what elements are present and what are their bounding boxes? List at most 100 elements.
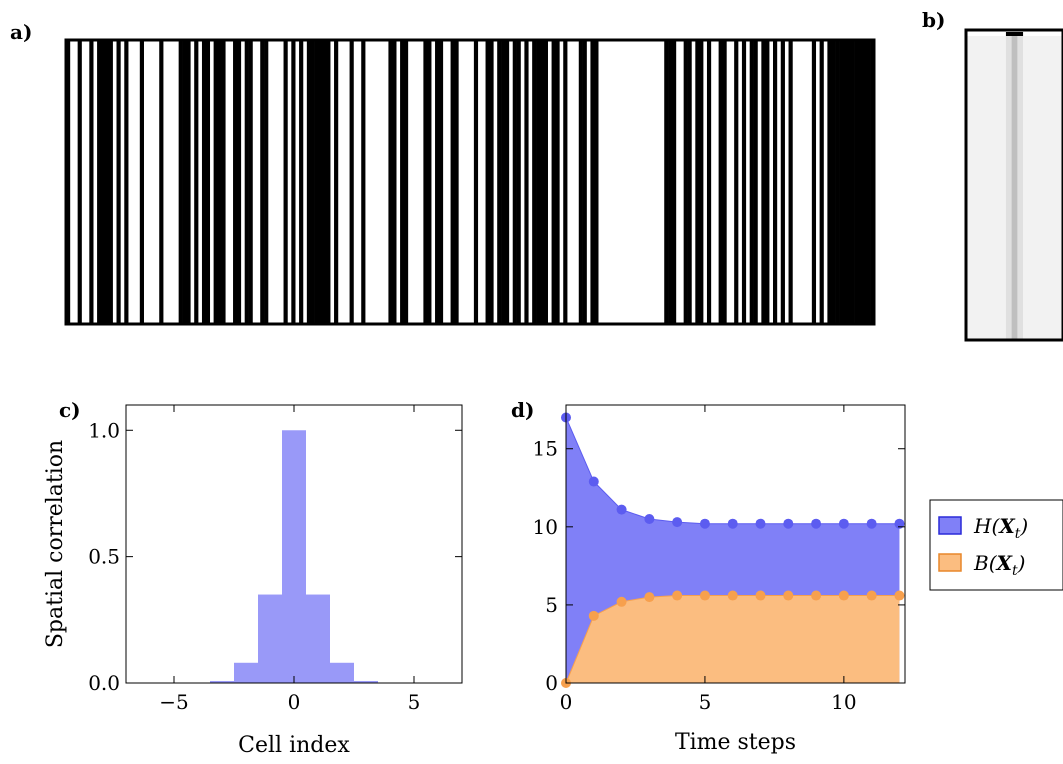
heat-cell-top: [1005, 32, 1024, 36]
pattern-cell: [578, 40, 583, 324]
x-tick-label: 5: [699, 690, 712, 714]
area-b: [566, 595, 900, 683]
pattern-cell: [244, 40, 249, 324]
panel-label-a: a): [10, 20, 33, 44]
x-axis-title: Cell index: [238, 733, 350, 758]
point-h: [838, 518, 849, 529]
pattern-cell: [563, 40, 568, 324]
pattern-cell: [194, 40, 199, 324]
heat-cell: [1017, 36, 1024, 340]
pattern-cell: [504, 40, 510, 324]
heat-cell: [994, 36, 1001, 340]
heat-cell: [988, 36, 995, 340]
pattern-cell: [392, 40, 397, 324]
pattern-cell: [400, 40, 405, 324]
pattern-cell: [450, 40, 455, 324]
x-tick-label: 10: [831, 690, 856, 714]
x-tick-label: −5: [159, 690, 188, 714]
pattern-cell: [741, 40, 747, 324]
point-b: [588, 610, 599, 621]
point-b: [811, 590, 822, 601]
y-axis-title: Spatial correlation: [43, 440, 68, 648]
pattern-cell: [497, 40, 502, 324]
y-tick-label: 5: [545, 593, 558, 617]
pattern-cell: [283, 40, 288, 324]
pattern-cell: [551, 40, 556, 324]
pattern-cell: [862, 40, 867, 324]
point-h: [727, 518, 738, 529]
point-h: [588, 476, 599, 487]
heat-cell: [1011, 36, 1018, 340]
pattern-cell: [761, 40, 766, 324]
heat-cell: [1005, 36, 1012, 340]
pattern-cell: [850, 40, 855, 324]
point-b: [616, 596, 627, 607]
panel-a-frame: [64, 38, 876, 326]
pattern-cell: [664, 40, 669, 324]
pattern-cell: [839, 40, 844, 324]
pattern-cell: [139, 40, 144, 324]
pattern-cell: [318, 40, 323, 324]
point-b: [866, 590, 877, 601]
pattern-cell: [501, 40, 506, 324]
point-h: [672, 517, 683, 528]
pattern-cell: [749, 40, 754, 324]
x-tick-label: 0: [560, 690, 573, 714]
pattern-cell: [590, 40, 595, 324]
pattern-cell: [485, 40, 490, 324]
point-h: [866, 518, 877, 529]
pattern-cell: [314, 40, 319, 324]
point-b: [783, 590, 794, 601]
heat-cell: [1028, 36, 1035, 340]
pattern-cell: [734, 40, 739, 324]
legend-label: B(Xt): [973, 551, 1025, 579]
y-tick-label: 0: [545, 671, 558, 695]
heat-cell: [1034, 36, 1041, 340]
pattern-cell: [423, 40, 428, 324]
pattern-cell: [201, 40, 207, 324]
heat-cell: [1045, 36, 1052, 340]
pattern-cell: [582, 40, 587, 324]
pattern-cell: [489, 40, 494, 324]
pattern-cell: [532, 40, 537, 324]
point-b: [755, 590, 766, 601]
pattern-cell: [687, 40, 692, 324]
pattern-cell: [236, 40, 242, 324]
pattern-cell: [100, 40, 106, 324]
pattern-cell: [539, 40, 545, 324]
pattern-cell: [866, 40, 871, 324]
pattern-cell: [819, 40, 824, 324]
pattern-cell: [299, 40, 304, 324]
pattern-cell: [773, 40, 778, 324]
pattern-cell: [718, 40, 723, 324]
pattern-cell: [306, 40, 312, 324]
y-tick-label: 0.0: [88, 671, 120, 695]
pattern-cell: [349, 40, 354, 324]
point-b: [894, 590, 905, 601]
bar: [354, 680, 378, 683]
bar: [210, 680, 234, 683]
pattern-cell: [334, 40, 339, 324]
point-h: [755, 518, 766, 529]
pattern-cell: [124, 40, 129, 324]
heat-cell: [1057, 36, 1063, 340]
pattern-cell: [668, 40, 673, 324]
pattern-cell: [536, 40, 541, 324]
pattern-cell: [217, 40, 222, 324]
heat-cell: [1040, 36, 1047, 340]
pattern-cell: [594, 40, 599, 324]
point-h: [894, 518, 905, 529]
bar: [330, 662, 354, 683]
pattern-cell: [846, 40, 851, 324]
pattern-cell: [753, 40, 758, 324]
pattern-cell: [403, 40, 409, 324]
bar: [258, 594, 282, 683]
x-tick-label: 5: [408, 690, 421, 714]
pattern-cell: [835, 40, 840, 324]
pattern-cell: [116, 40, 121, 324]
bar: [234, 662, 258, 683]
point-b: [644, 592, 655, 603]
heat-cell: [1023, 36, 1030, 340]
pattern-cell: [66, 40, 71, 324]
